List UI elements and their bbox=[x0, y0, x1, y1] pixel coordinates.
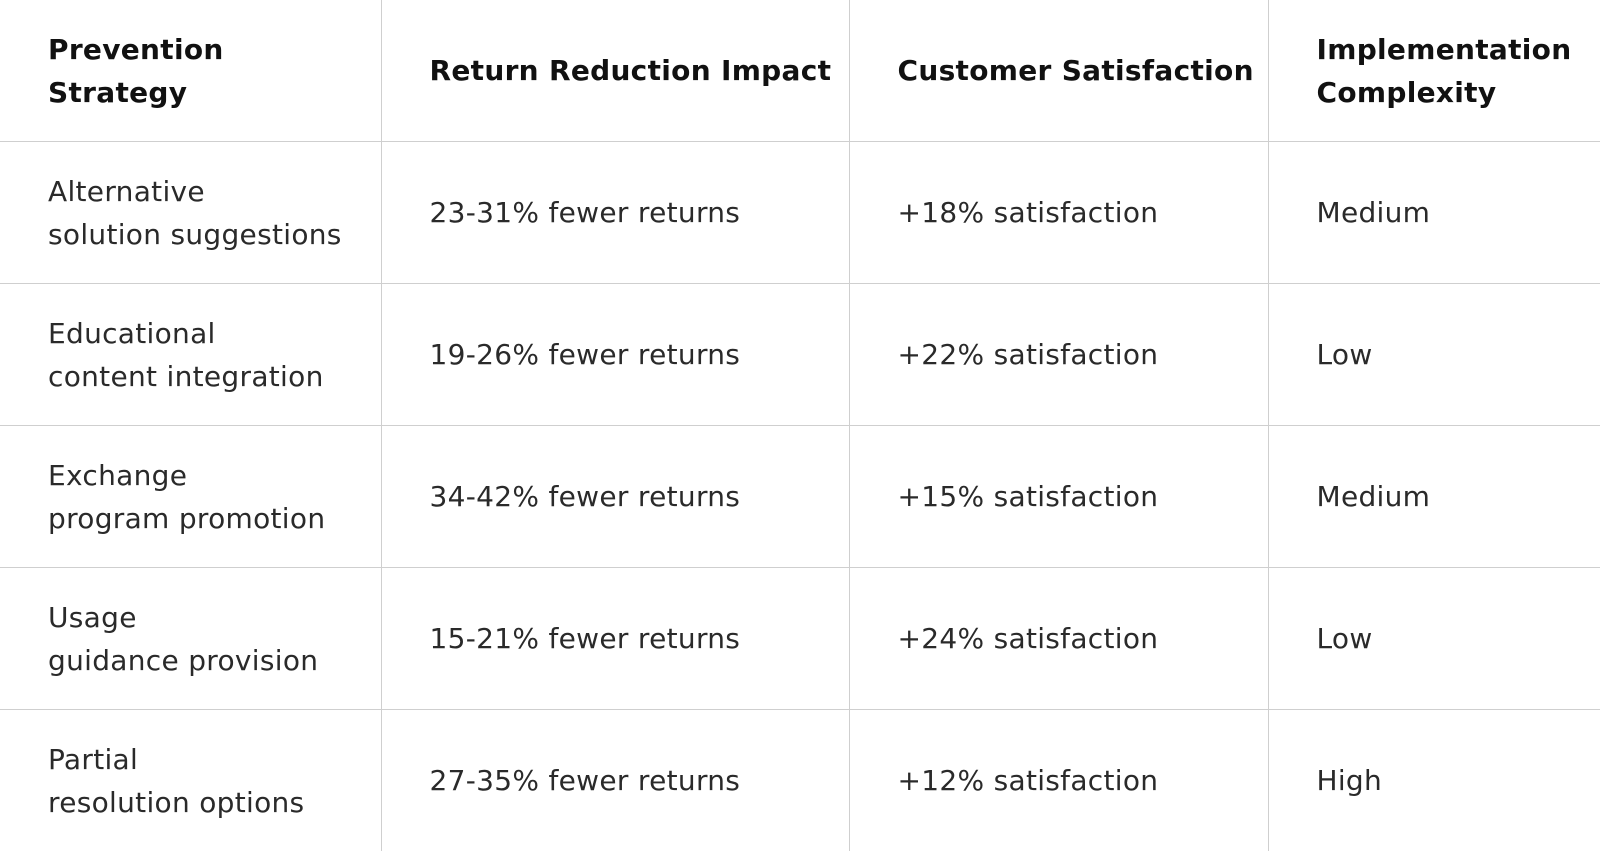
table-cell: Educational content integration bbox=[0, 284, 381, 426]
table-cell: Medium bbox=[1268, 426, 1600, 568]
header-cell: Prevention Strategy bbox=[0, 0, 381, 142]
table-cell: Exchange program promotion bbox=[0, 426, 381, 568]
table-cell: +18% satisfaction bbox=[849, 142, 1268, 284]
table-cell: Medium bbox=[1268, 142, 1600, 284]
table-cell: 23-31% fewer returns bbox=[381, 142, 849, 284]
header-cell: Customer Satisfaction bbox=[849, 0, 1268, 142]
table-cell: 15-21% fewer returns bbox=[381, 568, 849, 710]
table-cell: Low bbox=[1268, 284, 1600, 426]
table-cell: 34-42% fewer returns bbox=[381, 426, 849, 568]
header-cell: Implementation Complexity bbox=[1268, 0, 1600, 142]
table-cell: +15% satisfaction bbox=[849, 426, 1268, 568]
table-cell: 19-26% fewer returns bbox=[381, 284, 849, 426]
table-cell: +22% satisfaction bbox=[849, 284, 1268, 426]
table-cell: Usage guidance provision bbox=[0, 568, 381, 710]
table-cell: +24% satisfaction bbox=[849, 568, 1268, 710]
table-cell: +12% satisfaction bbox=[849, 710, 1268, 851]
table-cell: Low bbox=[1268, 568, 1600, 710]
table-cell: High bbox=[1268, 710, 1600, 851]
table-cell: Partial resolution options bbox=[0, 710, 381, 851]
header-cell: Return Reduction Impact bbox=[381, 0, 849, 142]
table-cell: 27-35% fewer returns bbox=[381, 710, 849, 851]
table-cell: Alternative solution suggestions bbox=[0, 142, 381, 284]
